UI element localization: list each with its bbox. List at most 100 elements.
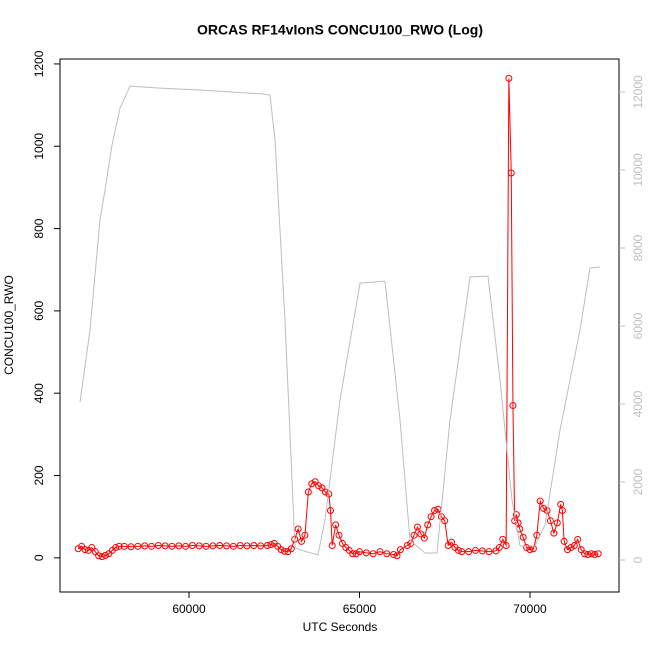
data-point <box>560 537 568 545</box>
data-point <box>420 534 428 542</box>
data-point <box>209 542 217 550</box>
data-point <box>577 546 585 554</box>
y-tick-label: 600 <box>32 301 46 321</box>
data-point <box>410 531 418 539</box>
x-tick-label: 65000 <box>343 602 377 616</box>
y-axis-label: CONCU100_RWO <box>2 275 16 375</box>
y2-tick-label: 2000 <box>631 468 645 495</box>
chart-title: ORCAS RF14vIonS CONCU100_RWO (Log) <box>197 22 483 38</box>
data-point <box>327 507 335 515</box>
data-point <box>91 548 99 556</box>
data-point <box>175 542 183 550</box>
y2-tick-label: 12000 <box>631 75 645 109</box>
y2-tick-label: 8000 <box>631 234 645 261</box>
data-point <box>584 551 592 559</box>
data-point <box>485 548 493 556</box>
y2-tick-label: 4000 <box>631 390 645 417</box>
data-point <box>287 545 295 553</box>
data-point <box>267 541 275 549</box>
data-point <box>431 507 439 515</box>
data-point <box>250 541 258 549</box>
data-point <box>413 523 421 531</box>
data-point <box>335 531 343 539</box>
data-point <box>120 542 128 550</box>
data-point <box>519 533 527 541</box>
data-point <box>478 547 486 555</box>
data-point <box>499 535 507 543</box>
data-point <box>424 521 432 529</box>
data-point <box>294 525 302 533</box>
data-point <box>509 402 517 410</box>
data-point <box>581 550 589 558</box>
data-point <box>277 546 285 554</box>
data-point <box>505 74 513 82</box>
data-point <box>263 541 271 549</box>
data-point <box>574 535 582 543</box>
y2-tick-label: 10000 <box>631 153 645 187</box>
data-point <box>315 482 323 490</box>
data-point <box>540 504 548 512</box>
data-point <box>101 551 109 559</box>
data-point <box>546 517 554 525</box>
data-point <box>355 548 363 556</box>
data-point <box>188 541 196 549</box>
data-point <box>376 548 384 556</box>
data-point <box>465 548 473 556</box>
data-point <box>536 497 544 505</box>
data-point <box>512 511 520 519</box>
data-point <box>308 480 316 488</box>
data-point <box>318 484 326 492</box>
data-point <box>396 546 404 554</box>
data-point <box>454 546 462 554</box>
data-point <box>332 521 340 529</box>
y2-tick-label: 6000 <box>631 312 645 339</box>
y-tick-label: 800 <box>32 218 46 238</box>
y-tick-label: 1200 <box>32 50 46 77</box>
data-point <box>257 542 265 550</box>
data-point <box>471 546 479 554</box>
data-point <box>95 552 103 560</box>
data-point <box>223 542 231 550</box>
data-point <box>352 550 360 558</box>
y2-tick-label: 0 <box>631 556 645 563</box>
data-point <box>591 551 599 559</box>
data-point <box>495 544 503 552</box>
data-point <box>507 169 515 177</box>
data-point <box>441 517 449 525</box>
data-point <box>417 530 425 538</box>
data-point <box>564 546 572 554</box>
y-tick-label: 400 <box>32 383 46 403</box>
data-point <box>338 539 346 547</box>
data-point <box>393 552 401 560</box>
data-point <box>328 541 336 549</box>
plot-frame <box>59 58 620 593</box>
data-point <box>390 551 398 559</box>
data-point <box>403 541 411 549</box>
data-point <box>195 542 203 550</box>
data-point <box>311 478 319 486</box>
data-point <box>550 529 558 537</box>
data-point <box>427 513 435 521</box>
data-point <box>526 546 534 554</box>
data-point <box>141 542 149 550</box>
data-point <box>523 544 531 552</box>
data-point <box>502 541 510 549</box>
data-point <box>147 542 155 550</box>
data-point <box>202 542 210 550</box>
data-point <box>458 548 466 556</box>
data-point <box>88 544 96 552</box>
data-point <box>127 543 135 551</box>
data-point <box>362 549 370 557</box>
data-point <box>280 547 288 555</box>
data-point <box>448 538 456 546</box>
data-point <box>243 542 251 550</box>
data-point <box>383 550 391 558</box>
data-point <box>98 553 106 561</box>
data-point <box>301 531 309 539</box>
y-tick-label: 1000 <box>32 133 46 160</box>
data-point <box>558 507 566 515</box>
data-point <box>182 542 190 550</box>
data-point <box>349 550 357 558</box>
